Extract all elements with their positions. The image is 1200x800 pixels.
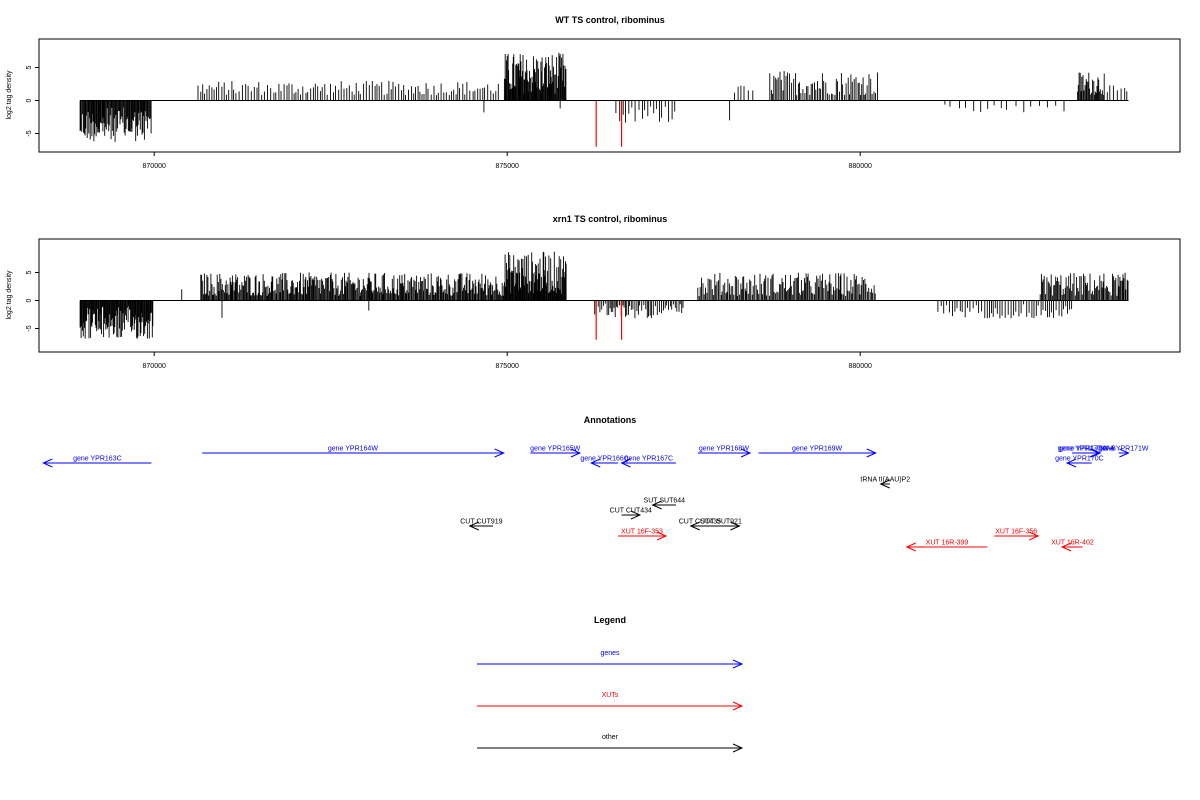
feature-arrow-arrowhead [730,521,741,531]
feature-sut-sut644: SUT SUT644 [644,498,686,510]
feature-arrow-arrowhead [1091,448,1102,458]
feature-label: gene YPR171W [1098,446,1148,453]
feature-arrow-arrowhead [1119,448,1130,458]
feature-label: CUT CUT919 [460,519,502,526]
feature-arrow-arrowhead [42,458,53,468]
feature-label: CUT CUT435 [679,519,721,526]
feature-gene-ypr170c: gene YPR170C [1055,456,1104,468]
legend-arrow-arrowhead [732,701,744,711]
feature-gene-ypr167c: gene YPR167C [620,456,676,468]
feature-label: XUT 16F-353 [621,529,663,536]
feature-gene-ypr170w-b: gene YPR170W-B [1059,446,1116,458]
feature-label: gene YPR165W [530,446,580,453]
legend-arrow-arrowhead [732,659,744,669]
legend-item-xuts: XUTs [477,692,744,711]
feature-label: gene YPR164W [328,446,378,453]
feature-arrow-arrowhead [570,448,582,458]
wt-ylabel: log2 tag density [6,70,13,120]
feature-arrow-arrowhead [1028,531,1040,541]
feature-label: gene YPR168W [699,446,749,453]
feature-label: gene YPR170W-B [1059,446,1116,453]
feature-arrow-arrowhead [656,531,668,541]
wt-plot-frame [38,38,1181,153]
feature-cut-cut434: CUT CUT434 [610,508,652,520]
feature-label: XUT 16R-399 [926,540,969,547]
feature-gene-ypr168w: gene YPR168W [697,446,752,458]
feature-xut-16r-402: XUT 16R-402 [1051,540,1094,552]
xrn1-plot-frame [38,238,1181,353]
legend: Legend genes XUTs other [477,615,744,753]
feature-arrow-arrowhead [740,448,752,458]
feature-arrow-arrowhead [468,521,479,531]
feature-label: gene YPR163C [73,456,122,463]
xrn1-ytick-label: 5 [26,270,33,274]
wt-xtick-label: 875000 [496,163,519,170]
legend-label: XUTs [602,692,619,699]
feature-label: gene YPR169W [792,446,842,453]
feature-label: XUT 16R-402 [1051,540,1094,547]
feature-arrow-arrowhead [866,448,877,458]
wt-ytick-label: 5 [26,65,33,69]
xrn1-ylabel: log2 tag density [6,270,13,320]
wt-ytick-label: 0 [26,98,33,102]
feature-arrow-arrowhead [1089,448,1101,458]
feature-cut-cut919: CUT CUT919 [460,519,503,531]
feature-gene-ypr166c: gene YPR166C [580,456,629,468]
feature-sut-sut921: SUT SUT921 [700,519,742,531]
feature-gene-ypr169w: gene YPR169W [758,446,877,458]
feature-arrow-arrowhead [589,458,601,468]
feature-arrow-arrowhead [494,448,505,458]
feature-gene-ypr171w: gene YPR171W [1098,446,1149,458]
legend-arrow-arrowhead [732,743,744,753]
wt-xtick-label: 880000 [849,163,872,170]
xrn1-panel: xrn1 TS control, ribominus log2 tag dens… [6,214,1181,370]
feature-arrow-arrowhead [879,479,890,489]
wt-panel: WT TS control, ribominus log2 tag densit… [6,15,1181,170]
feature-trna-ti-aau-p2: tRNA tI(AAU)P2 [860,477,910,489]
xrn1-ytick-label: -5 [26,325,33,331]
feature-gene-ypr165w: gene YPR165W [530,446,582,458]
xrn1-ytick-label: 0 [26,298,33,302]
feature-arrow-arrowhead [1060,542,1072,552]
feature-arrow-arrowhead [620,458,631,468]
wt-bars [79,52,1128,147]
feature-xut-16f-353: XUT 16F-353 [618,529,668,541]
feature-label: gene YPR170C [1055,456,1104,463]
legend-label: genes [600,650,620,657]
wt-xtick-label: 870000 [143,163,166,170]
feature-label: tRNA tI(AAU)P2 [860,477,910,484]
feature-label: SUT SUT644 [644,498,686,505]
feature-label: gene YPR167C [625,456,674,463]
xrn1-xtick-label: 870000 [143,363,166,370]
feature-arrow-arrowhead [651,500,662,510]
wt-panel-title: WT TS control, ribominus [555,15,665,25]
feature-label: XUT 16F-356 [995,529,1037,536]
xrn1-bars [79,251,1129,340]
feature-label: gene YPR170W-A [1058,446,1115,453]
feature-arrow-arrowhead [630,510,642,520]
annotation-track: Annotations gene YPR163C gene YPR164W gene… [42,415,1149,552]
xrn1-panel-title: xrn1 TS control, ribominus [553,214,668,224]
xrn1-xtick-label: 875000 [496,363,519,370]
feature-label: SUT SUT921 [700,519,742,526]
feature-arrow-arrowhead [689,521,700,531]
feature-xut-16r-399: XUT 16R-399 [905,540,988,552]
feature-xut-16f-356: XUT 16F-356 [994,529,1040,541]
feature-gene-ypr164w: gene YPR164W [202,446,505,458]
feature-label: gene YPR166C [580,456,629,463]
annotations-title: Annotations [584,415,637,425]
legend-item-genes: genes [477,650,744,669]
feature-arrow-arrowhead [905,542,916,552]
wt-ytick-label: -5 [26,130,33,136]
legend-item-other: other [477,734,744,753]
legend-label: other [602,734,619,741]
legend-title: Legend [594,615,626,625]
feature-gene-ypr163c: gene YPR163C [42,456,152,468]
xrn1-xtick-label: 880000 [849,363,872,370]
feature-label: CUT CUT434 [610,508,652,515]
feature-arrow-arrowhead [1065,458,1077,468]
